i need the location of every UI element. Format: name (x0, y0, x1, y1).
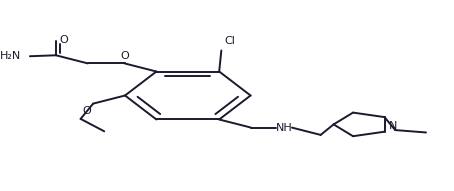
Text: O: O (120, 51, 129, 61)
Text: H₂N: H₂N (0, 51, 21, 61)
Text: NH: NH (276, 123, 292, 133)
Text: O: O (82, 107, 91, 117)
Text: N: N (389, 121, 397, 131)
Text: Cl: Cl (225, 36, 236, 46)
Text: O: O (59, 35, 68, 45)
